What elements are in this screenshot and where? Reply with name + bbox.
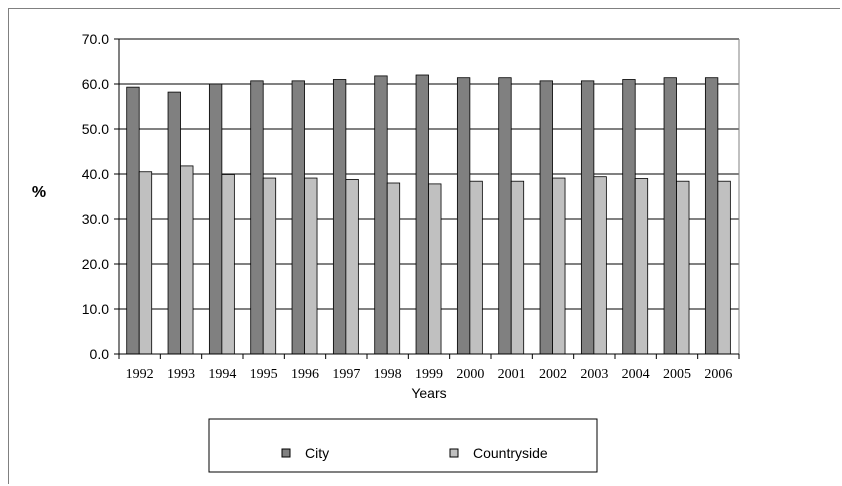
bar-countryside-1995 [262,177,277,355]
y-tick-label: 40.0 [82,166,109,182]
bar-city-1998 [374,75,388,355]
x-tick-label: 2001 [498,367,526,382]
y-axis-label: % [32,184,46,201]
bar-countryside-1993 [180,165,194,355]
x-tick-label: 1993 [167,367,195,382]
bar-city-2003 [580,80,595,355]
bar-city-1994 [208,83,223,355]
x-tick-label: 1992 [126,367,154,382]
legend: City Countryside [208,418,598,473]
x-tick-label: 2003 [580,367,608,382]
bar-city-2004 [622,79,636,355]
chart-frame: 0.0 10.0 20.0 30.0 40.0 50.0 60.0 70.0 1992 1993… [8,8,840,484]
x-tick-label: 2004 [622,367,650,382]
y-tick-label: 10.0 [82,301,109,317]
bar-city-2000 [456,77,471,355]
x-tick-label: 1996 [291,367,319,382]
bar-countryside-1998 [386,182,401,355]
bar-city-2006 [704,77,719,355]
bar-countryside-2006 [717,180,731,355]
bar-city-1995 [250,80,264,355]
bar-city-1999 [415,74,429,355]
x-tick-labels: 1992 1993 1994 1995 1996 1997 1998 1999 2000 2001… [126,367,733,382]
y-tick-label: 60.0 [82,76,109,92]
bar-city-1993 [167,91,181,355]
bar-city-1996 [291,80,305,355]
x-tick-label: 1997 [332,367,360,382]
y-tick-label: 0.0 [90,346,110,362]
y-tick-label: 20.0 [82,256,109,272]
legend-label-countryside: Countryside [473,445,548,461]
x-tick-label: 2002 [539,367,567,382]
bar-city-1992 [126,86,140,355]
legend-swatch-city [281,448,291,458]
bar-countryside-2002 [552,177,566,355]
bar-countryside-1992 [138,171,153,355]
axes [114,38,740,359]
bar-countryside-1999 [428,183,442,355]
bar-countryside-2000 [469,180,483,355]
legend-swatch-countryside [449,448,459,458]
legend-label-city: City [305,445,329,461]
x-tick-label: 1999 [415,367,443,382]
x-tick-label: 1994 [208,367,236,382]
bar-chart: 0.0 10.0 20.0 30.0 40.0 50.0 60.0 70.0 1992 1993… [32,31,740,473]
bar-countryside-2003 [593,176,607,355]
x-tick-label: 1998 [374,367,402,382]
legend-box [208,418,598,473]
bar-countryside-1997 [345,178,359,355]
bars [126,74,731,355]
bar-countryside-1996 [304,177,318,355]
y-tick-label: 50.0 [82,121,109,137]
bar-countryside-1994 [221,174,235,355]
y-tick-label: 30.0 [82,211,109,227]
x-tick-label: 2005 [663,367,691,382]
bar-countryside-2004 [634,178,649,355]
x-tick-label: 1995 [250,367,278,382]
bar-countryside-2005 [676,180,690,355]
bar-countryside-2001 [510,180,525,355]
x-axis-label: Years [411,385,446,401]
bar-city-2001 [498,77,512,355]
x-tick-label: 2006 [704,367,732,382]
bar-city-2005 [663,77,677,355]
bar-city-2002 [539,80,553,355]
x-tick-label: 2000 [456,367,484,382]
y-tick-labels: 0.0 10.0 20.0 30.0 40.0 50.0 60.0 70.0 [82,31,109,362]
bar-city-1997 [332,79,347,355]
y-tick-label: 70.0 [82,31,109,47]
